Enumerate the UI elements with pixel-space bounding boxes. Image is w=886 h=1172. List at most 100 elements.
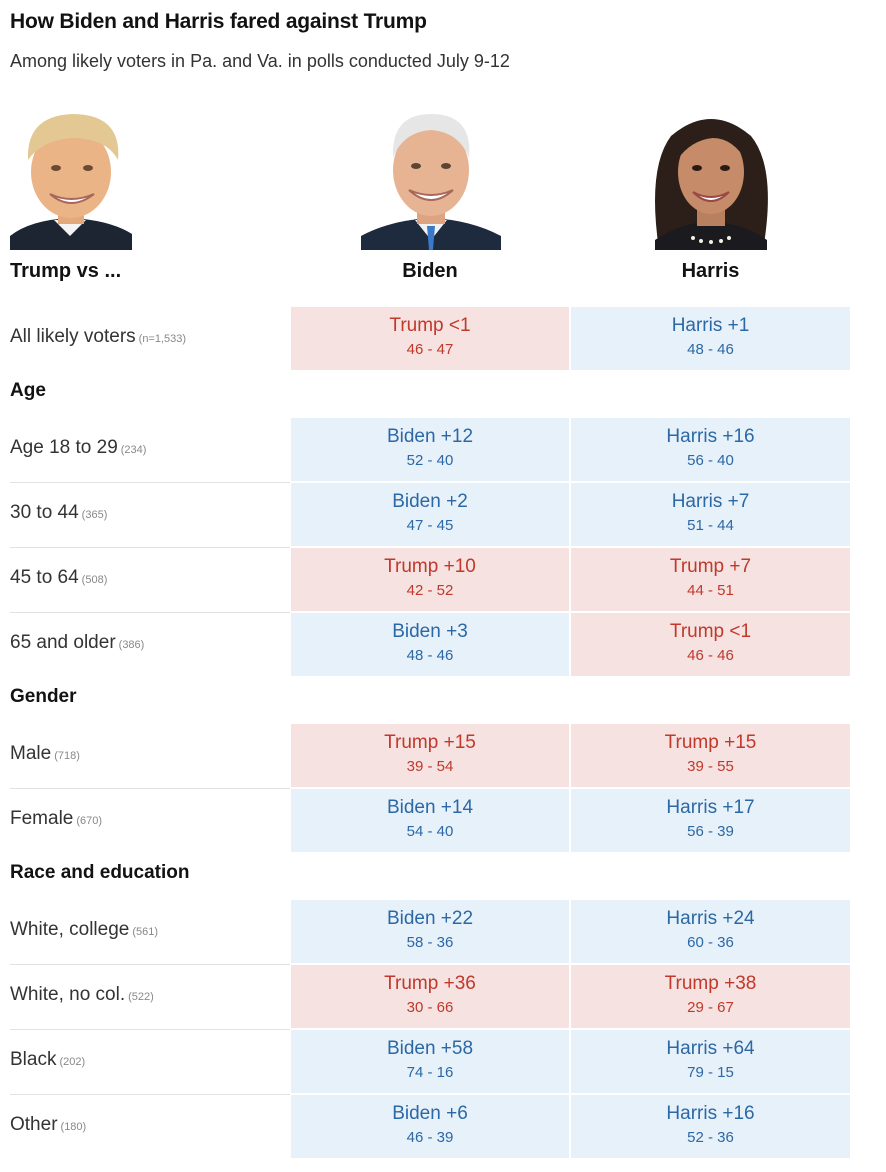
margin-label: Trump +38 bbox=[664, 973, 757, 994]
row-divider bbox=[10, 1094, 290, 1095]
row-label-text: White, no col. bbox=[10, 984, 126, 1005]
row-label-text: Age 18 to 29 bbox=[10, 437, 118, 458]
sample-size: (n=1,533) bbox=[138, 333, 187, 345]
result-cell-biden: Biden +3 48 - 46 bbox=[291, 613, 569, 676]
chart-title: How Biden and Harris fared against Trump bbox=[10, 10, 427, 33]
row-label-text: Other bbox=[10, 1114, 58, 1135]
score-label: 46 - 46 bbox=[687, 647, 734, 664]
score-label: 56 - 39 bbox=[687, 823, 734, 840]
result-cell-biden: Biden +14 54 - 40 bbox=[291, 789, 569, 852]
score-label: 79 - 15 bbox=[687, 1064, 734, 1081]
score-label: 47 - 45 bbox=[406, 517, 454, 534]
score-label: 48 - 46 bbox=[687, 341, 734, 358]
margin-label: Biden +58 bbox=[386, 1038, 474, 1059]
column-header-biden: Biden bbox=[402, 260, 458, 282]
row-divider bbox=[10, 547, 290, 548]
row-label: Other (180) bbox=[10, 1114, 86, 1136]
chart-subtitle: Among likely voters in Pa. and Va. in po… bbox=[10, 51, 510, 71]
row-label-text: 65 and older bbox=[10, 632, 116, 653]
result-cell-biden: Biden +12 52 - 40 bbox=[291, 418, 569, 481]
sample-size: (561) bbox=[132, 926, 159, 938]
row-label: All likely voters (n=1,533) bbox=[10, 326, 186, 348]
result-cell-harris: Trump <1 46 - 46 bbox=[571, 613, 850, 676]
biden-portrait bbox=[361, 108, 501, 250]
section-heading: Age bbox=[10, 380, 46, 401]
row-label: White, college (561) bbox=[10, 919, 158, 941]
row-divider bbox=[10, 1029, 290, 1030]
row-label: Female (670) bbox=[10, 808, 102, 830]
section-heading: Race and education bbox=[10, 862, 190, 883]
score-label: 51 - 44 bbox=[687, 517, 734, 534]
score-label: 44 - 51 bbox=[687, 582, 734, 599]
result-cell-harris: Harris +17 56 - 39 bbox=[571, 789, 850, 852]
margin-label: Biden +14 bbox=[386, 797, 474, 818]
row-divider bbox=[10, 612, 290, 613]
margin-label: Harris +16 bbox=[666, 426, 755, 447]
row-label: White, no col. (522) bbox=[10, 984, 154, 1006]
sample-size: (202) bbox=[59, 1056, 86, 1068]
result-cell-harris: Harris +24 60 - 36 bbox=[571, 900, 850, 963]
row-label-text: White, college bbox=[10, 919, 130, 940]
harris-portrait bbox=[641, 108, 781, 250]
row-label: Male (718) bbox=[10, 743, 80, 765]
score-label: 42 - 52 bbox=[406, 582, 454, 599]
row-label: Black (202) bbox=[10, 1049, 85, 1071]
trump-portrait bbox=[10, 108, 132, 250]
row-label: 30 to 44 (365) bbox=[10, 502, 107, 524]
score-label: 46 - 47 bbox=[406, 341, 454, 358]
sample-size: (670) bbox=[76, 815, 103, 827]
result-cell-biden: Biden +6 46 - 39 bbox=[291, 1095, 569, 1158]
margin-label: Harris +1 bbox=[671, 315, 750, 336]
score-label: 52 - 36 bbox=[687, 1129, 734, 1146]
column-header-harris: Harris bbox=[681, 260, 740, 282]
score-label: 54 - 40 bbox=[406, 823, 454, 840]
row-label-text: Male bbox=[10, 743, 52, 764]
margin-label: Trump <1 bbox=[389, 315, 471, 336]
result-cell-harris: Harris +16 52 - 36 bbox=[571, 1095, 850, 1158]
sample-size: (386) bbox=[118, 639, 145, 651]
result-cell-biden: Trump <1 46 - 47 bbox=[291, 307, 569, 370]
margin-label: Trump +36 bbox=[384, 973, 476, 994]
score-label: 46 - 39 bbox=[406, 1129, 454, 1146]
row-divider bbox=[10, 482, 290, 483]
margin-label: Biden +6 bbox=[392, 1103, 468, 1124]
result-cell-harris: Trump +15 39 - 55 bbox=[571, 724, 850, 787]
row-label: 65 and older (386) bbox=[10, 632, 144, 654]
row-label-text: 45 to 64 bbox=[10, 567, 79, 588]
row-label-text: Black bbox=[10, 1049, 57, 1070]
margin-label: Biden +22 bbox=[386, 908, 474, 929]
score-label: 74 - 16 bbox=[406, 1064, 454, 1081]
score-label: 52 - 40 bbox=[406, 452, 454, 469]
score-label: 58 - 36 bbox=[406, 934, 454, 951]
sample-size: (365) bbox=[81, 509, 108, 521]
result-cell-biden: Biden +2 47 - 45 bbox=[291, 483, 569, 546]
margin-label: Harris +16 bbox=[666, 1103, 755, 1124]
score-label: 39 - 55 bbox=[687, 758, 734, 775]
row-label-text: 30 to 44 bbox=[10, 502, 79, 523]
margin-label: Biden +3 bbox=[392, 621, 468, 642]
score-label: 56 - 40 bbox=[687, 452, 734, 469]
result-cell-biden: Trump +36 30 - 66 bbox=[291, 965, 569, 1028]
margin-label: Harris +17 bbox=[666, 797, 755, 818]
result-cell-harris: Harris +64 79 - 15 bbox=[571, 1030, 850, 1093]
margin-label: Biden +2 bbox=[392, 491, 468, 512]
margin-label: Trump +15 bbox=[384, 732, 476, 753]
row-label: Age 18 to 29 (234) bbox=[10, 437, 146, 459]
margin-label: Trump +7 bbox=[669, 556, 752, 577]
margin-label: Trump <1 bbox=[669, 621, 752, 642]
margin-label: Trump +10 bbox=[384, 556, 476, 577]
result-cell-harris: Trump +38 29 - 67 bbox=[571, 965, 850, 1028]
margin-label: Harris +7 bbox=[671, 491, 750, 512]
result-cell-harris: Harris +7 51 - 44 bbox=[571, 483, 850, 546]
sample-size: (234) bbox=[120, 444, 147, 456]
sample-size: (180) bbox=[60, 1121, 87, 1133]
row-divider bbox=[10, 964, 290, 965]
margin-label: Harris +24 bbox=[666, 908, 755, 929]
section-heading: Gender bbox=[10, 686, 77, 707]
sample-size: (718) bbox=[54, 750, 80, 762]
score-label: 29 - 67 bbox=[687, 999, 734, 1016]
margin-label: Harris +64 bbox=[666, 1038, 755, 1059]
score-label: 39 - 54 bbox=[406, 758, 454, 775]
row-label-text: All likely voters bbox=[10, 326, 136, 347]
result-cell-harris: Trump +7 44 - 51 bbox=[571, 548, 850, 611]
